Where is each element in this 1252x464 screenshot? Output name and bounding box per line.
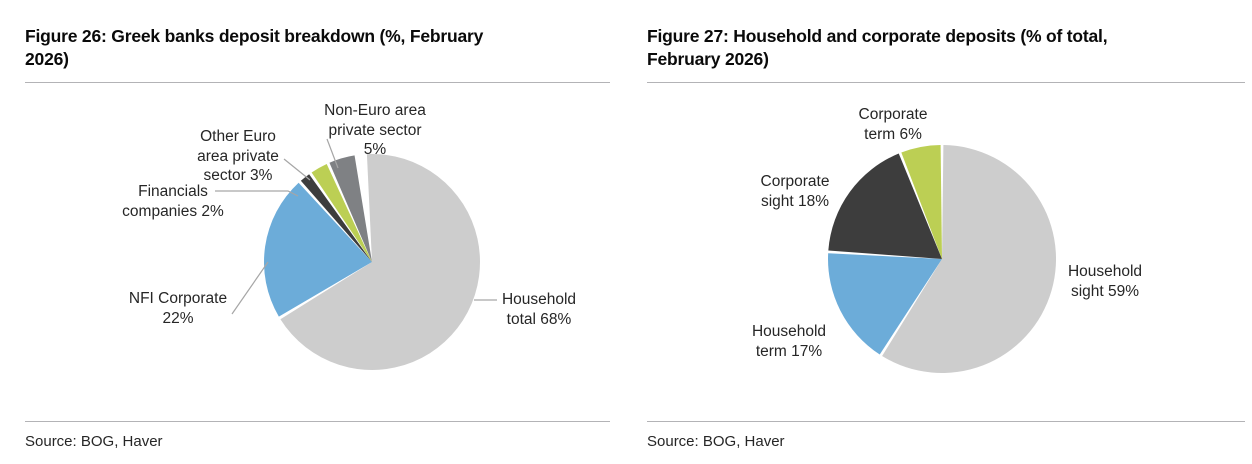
- pie-slice-nfi-corporate: [264, 182, 372, 317]
- pie-slice-corporate-sight: [828, 153, 942, 259]
- slice-label-nfi-corporate: NFI Corporate 22%: [128, 290, 228, 327]
- leader-line-non-euro-area-private-sector: [326, 138, 339, 169]
- figure-27-source-note: Source: BOG, Haver: [647, 433, 785, 450]
- figure-26-bottom-divider: [25, 421, 610, 422]
- slice-label-household-total: Household total 68%: [501, 291, 577, 328]
- figure-27-panel: Figure 27: Household and corporate depos…: [647, 0, 1245, 464]
- figure-26-pie-chart: Household total 68% NFI Corporate 22% Fina…: [25, 0, 610, 464]
- figure-27-title-divider: [647, 82, 1245, 83]
- figure-26-title-line-1: Figure 26: Greek banks deposit breakdown…: [25, 26, 484, 46]
- pie-slice-household-total: [280, 153, 480, 370]
- slice-label-household-sight: Household sight 59%: [1067, 263, 1143, 300]
- slice-label-corporate-sight: Corporate sight 18%: [760, 173, 830, 210]
- figure-26-panel: Figure 26: Greek banks deposit breakdown…: [25, 0, 610, 464]
- leader-line-nfi-corporate: [231, 261, 269, 315]
- pie-slice-corporate-term: [901, 145, 942, 259]
- figure-26-title: Figure 26: Greek banks deposit breakdown…: [25, 25, 610, 71]
- pie-slice-financials-companies: [300, 174, 372, 262]
- slice-label-financials-companies: Financials companies 2%: [122, 183, 224, 220]
- pie-slice-other-euro-area-private-sector: [311, 163, 372, 262]
- pie-slice-household-term: [828, 253, 942, 355]
- figure-27-title-line-2: February 2026): [647, 49, 769, 69]
- figure-27-title-line-1: Figure 27: Household and corporate depos…: [647, 26, 1108, 46]
- figure-26-title-divider: [25, 82, 610, 83]
- slice-label-corporate-term: Corporate term 6%: [858, 106, 928, 143]
- slice-label-non-euro-area-private-sector: Non-Euro area private sector 5%: [324, 102, 426, 158]
- figure-27-bottom-divider: [647, 421, 1245, 422]
- figure-26-title-line-2: 2026): [25, 49, 69, 69]
- pie-slice-non-euro-area-private-sector: [329, 155, 372, 262]
- slice-label-other-euro-area-private-sector: Other Euro area private sector 3%: [197, 128, 279, 184]
- leader-line-financials-companies: [215, 190, 299, 197]
- pie-slice-household-sight: [882, 145, 1057, 374]
- figure-27-title: Figure 27: Household and corporate depos…: [647, 25, 1245, 71]
- figure-27-pie-svg: [828, 145, 1057, 374]
- figure-26-source-note: Source: BOG, Haver: [25, 433, 163, 450]
- figure-27-pie-chart: Household sight 59% Household term 17% Cor…: [647, 0, 1245, 464]
- figure-26-pie-svg: [215, 138, 497, 370]
- leader-line-other-euro-area-private-sector: [283, 158, 311, 181]
- slice-label-household-term: Household term 17%: [751, 323, 827, 360]
